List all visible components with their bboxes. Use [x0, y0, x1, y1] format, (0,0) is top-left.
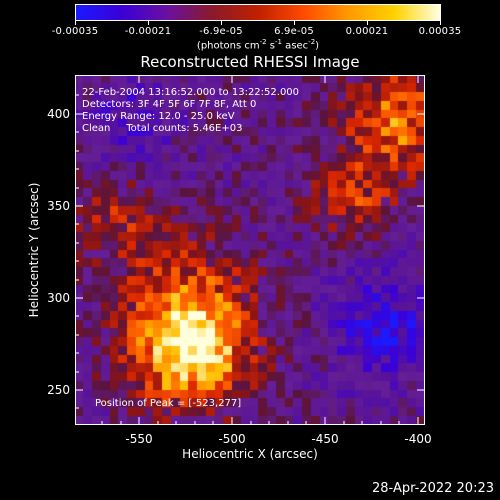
colorbar-tick-label: 0.00021 — [345, 26, 389, 37]
colorbar-tick — [148, 21, 149, 25]
colorbar — [75, 4, 441, 21]
colorbar-unit-label: (photons cm-2 s-1 asec-2) — [196, 38, 320, 52]
colorbar-tick — [294, 21, 295, 25]
x-tick-label: -500 — [218, 432, 246, 446]
colorbar-tick — [440, 21, 441, 25]
colorbar-tick — [367, 21, 368, 25]
colorbar-tick — [221, 21, 222, 25]
colorbar-tick-label: -0.00035 — [51, 26, 99, 37]
x-axis-label: Heliocentric X (arcsec) — [182, 447, 318, 461]
x-tick-label: -450 — [311, 432, 339, 446]
y-tick-label: 400 — [47, 107, 70, 121]
colorbar-tick-label: 6.9e-05 — [274, 26, 314, 37]
info-line-time-range: 22-Feb-2004 13:16:52.000 to 13:22:52.000 — [82, 87, 300, 98]
y-tick-label: 350 — [47, 199, 70, 213]
peak-position-label: Position of Peak = [-523,277] — [95, 398, 242, 409]
info-line-energy-range: Energy Range: 12.0 - 25.0 keV — [82, 111, 235, 122]
y-tick-label: 300 — [47, 291, 70, 305]
colorbar-tick-label: -6.9e-05 — [199, 26, 243, 37]
x-tick-label: -550 — [125, 432, 153, 446]
colorbar-tick-label: -0.00021 — [124, 26, 172, 37]
reconstructed-heatmap — [75, 75, 425, 425]
plot-title: Reconstructed RHESSI Image — [140, 53, 360, 71]
y-axis-label: Heliocentric Y (arcsec) — [27, 182, 41, 318]
colorbar-tick — [75, 21, 76, 25]
colorbar-tick-label: 0.00035 — [418, 26, 462, 37]
x-tick-label: -400 — [404, 432, 432, 446]
rhessi-image — [75, 75, 425, 425]
info-line-counts: Clean Total counts: 5.46E+03 — [82, 123, 243, 134]
y-tick-label: 250 — [47, 383, 70, 397]
plot-timestamp: 28-Apr-2022 20:23 — [372, 481, 494, 496]
info-line-detectors: Detectors: 3F 4F 5F 6F 7F 8F, Att 0 — [82, 99, 257, 110]
